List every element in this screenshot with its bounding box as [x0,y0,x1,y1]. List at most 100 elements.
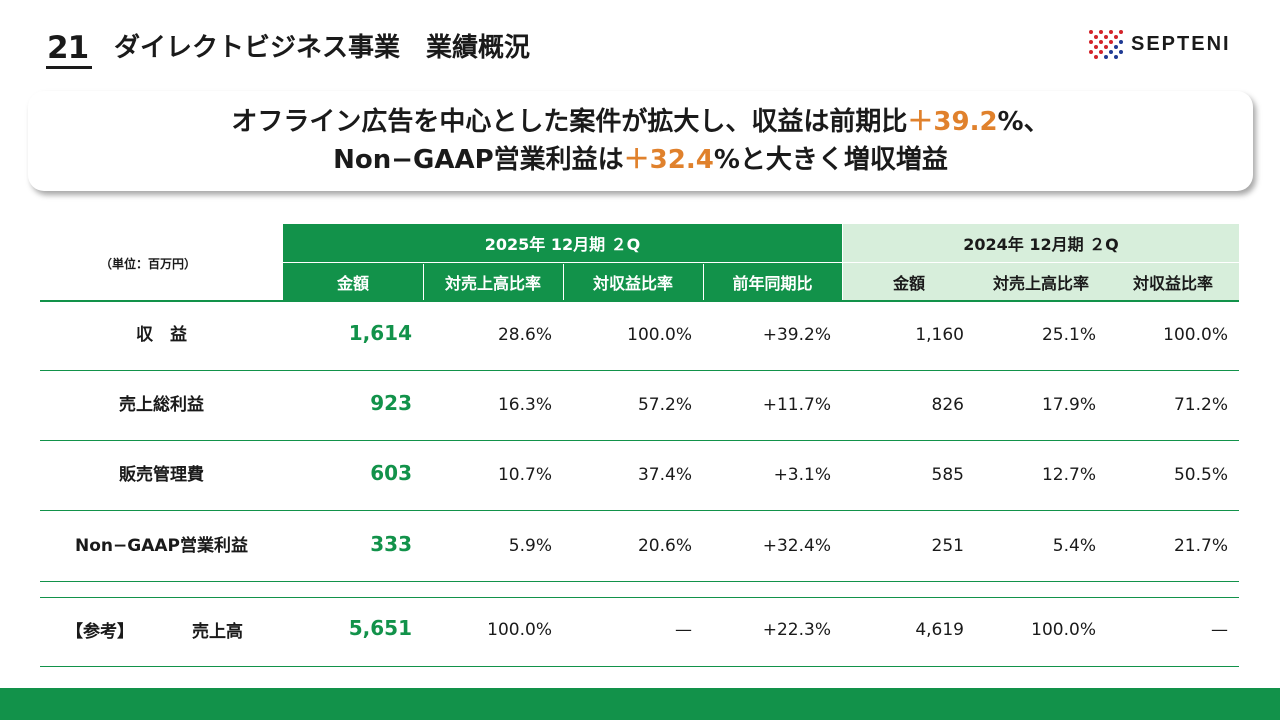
table-cell: 585 [931,465,964,485]
table-cell: — [675,620,692,640]
headline-line-2: Non−GAAP営業利益は＋32.4%と大きく増収増益 [28,144,1253,176]
table-rule [40,581,1239,582]
table-cell: 50.5% [1173,465,1228,485]
table-cell: +3.1% [773,465,831,485]
logo-dot [1094,35,1098,39]
logo-dot [1104,40,1108,44]
logo-dot [1094,50,1098,54]
current-amount-cell: 923 [370,391,412,415]
col-header-sales-ratio: 対売上高比率 [423,263,563,300]
septeni-logo: SEPTENI [1089,30,1231,59]
logo-dot [1114,55,1118,59]
logo-dot [1109,35,1113,39]
current-amount-cell: 1,614 [348,321,412,345]
table-cell: 57.2% [637,395,692,415]
slide-title: ダイレクトビジネス事業 業績概況 [114,33,531,63]
logo-dot [1089,45,1093,49]
logo-dot [1119,40,1123,44]
headline-revenue-growth: ＋39.2 [907,107,998,137]
current-amount-cell: 5,651 [348,616,412,640]
table-cell: 28.6% [497,325,552,345]
logo-dot [1094,40,1098,44]
logo-dot [1099,50,1103,54]
logo-dot [1104,45,1108,49]
headline-profit-growth: ＋32.4 [623,145,714,175]
logo-dot [1119,45,1123,49]
prev-col-header-amount: 金額 [843,263,975,300]
logo-dot [1099,45,1103,49]
logo-dot [1099,40,1103,44]
header-divider [423,264,424,300]
logo-dot [1114,35,1118,39]
table-rule [40,440,1239,441]
current-amount-cell: 333 [370,532,412,556]
page-number: 21 [47,30,89,66]
table-cell: 37.4% [637,465,692,485]
headline-line-2-text: Non−GAAP営業利益は [333,145,624,175]
table-cell: 5.4% [1052,536,1096,556]
logo-dot [1119,30,1123,34]
table-cell: +22.3% [762,620,831,640]
col-header-amount: 金額 [283,263,423,300]
headline-line-2-suffix: %と大きく増収増益 [713,145,948,175]
row-label: 売上総利益 [119,395,204,415]
table-cell: 100.0% [1031,620,1096,640]
headline-line-1-text: オフライン広告を中心とした案件が拡大し、収益は前期比 [231,107,908,137]
current-period-header: 2025年 12月期 ２Q [283,224,842,262]
logo-dot [1109,40,1113,44]
table-rule [40,300,1239,302]
header-divider [703,264,704,300]
unit-label: （単位：百万円） [100,257,197,271]
table-rule [40,510,1239,511]
logo-dot [1099,55,1103,59]
logo-dot [1109,55,1113,59]
logo-dot [1104,30,1108,34]
logo-dot [1109,50,1113,54]
headline-line-1: オフライン広告を中心とした案件が拡大し、収益は前期比＋39.2%、 [28,106,1253,138]
reference-row-label: 売上高 [192,622,243,642]
logo-dot [1094,45,1098,49]
logo-dot [1119,50,1123,54]
table-cell: 826 [931,395,964,415]
table-cell: +32.4% [762,536,831,556]
table-cell: 12.7% [1041,465,1096,485]
table-cell: 100.0% [1163,325,1228,345]
logo-dot [1089,40,1093,44]
logo-dot [1089,50,1093,54]
table-cell: 71.2% [1173,395,1228,415]
table-cell: 21.7% [1173,536,1228,556]
row-label: Non−GAAP営業利益 [75,536,248,556]
logo-dot [1089,30,1093,34]
header-divider [563,264,564,300]
logo-dot [1089,55,1093,59]
table-cell: 100.0% [627,325,692,345]
page-number-underline [46,66,92,69]
reference-tag: 【参考】 [66,622,134,642]
table-cell: 25.1% [1041,325,1096,345]
logo-dot [1104,35,1108,39]
current-amount-cell: 603 [370,461,412,485]
headline-box: オフライン広告を中心とした案件が拡大し、収益は前期比＋39.2%、 Non−GA… [28,91,1253,191]
logo-dot [1099,30,1103,34]
table-rule [40,597,1239,598]
footer-bar [0,688,1280,720]
table-cell: 1,160 [915,325,964,345]
table-rule [40,666,1239,667]
col-header-revenue-ratio: 対収益比率 [563,263,703,300]
logo-dot-mark-icon [1089,30,1123,59]
row-label: 収 益 [136,325,187,345]
table-cell: 10.7% [497,465,552,485]
logo-dot [1109,30,1113,34]
logo-dot [1104,55,1108,59]
logo-text: SEPTENI [1131,33,1231,55]
logo-dot [1119,55,1123,59]
logo-dot [1119,35,1123,39]
logo-dot [1114,30,1118,34]
logo-dot [1114,45,1118,49]
table-rule [40,370,1239,371]
logo-dot [1094,30,1098,34]
logo-dot [1099,35,1103,39]
table-cell: +39.2% [762,325,831,345]
logo-dot [1104,50,1108,54]
headline-line-1-suffix: %、 [997,107,1050,137]
